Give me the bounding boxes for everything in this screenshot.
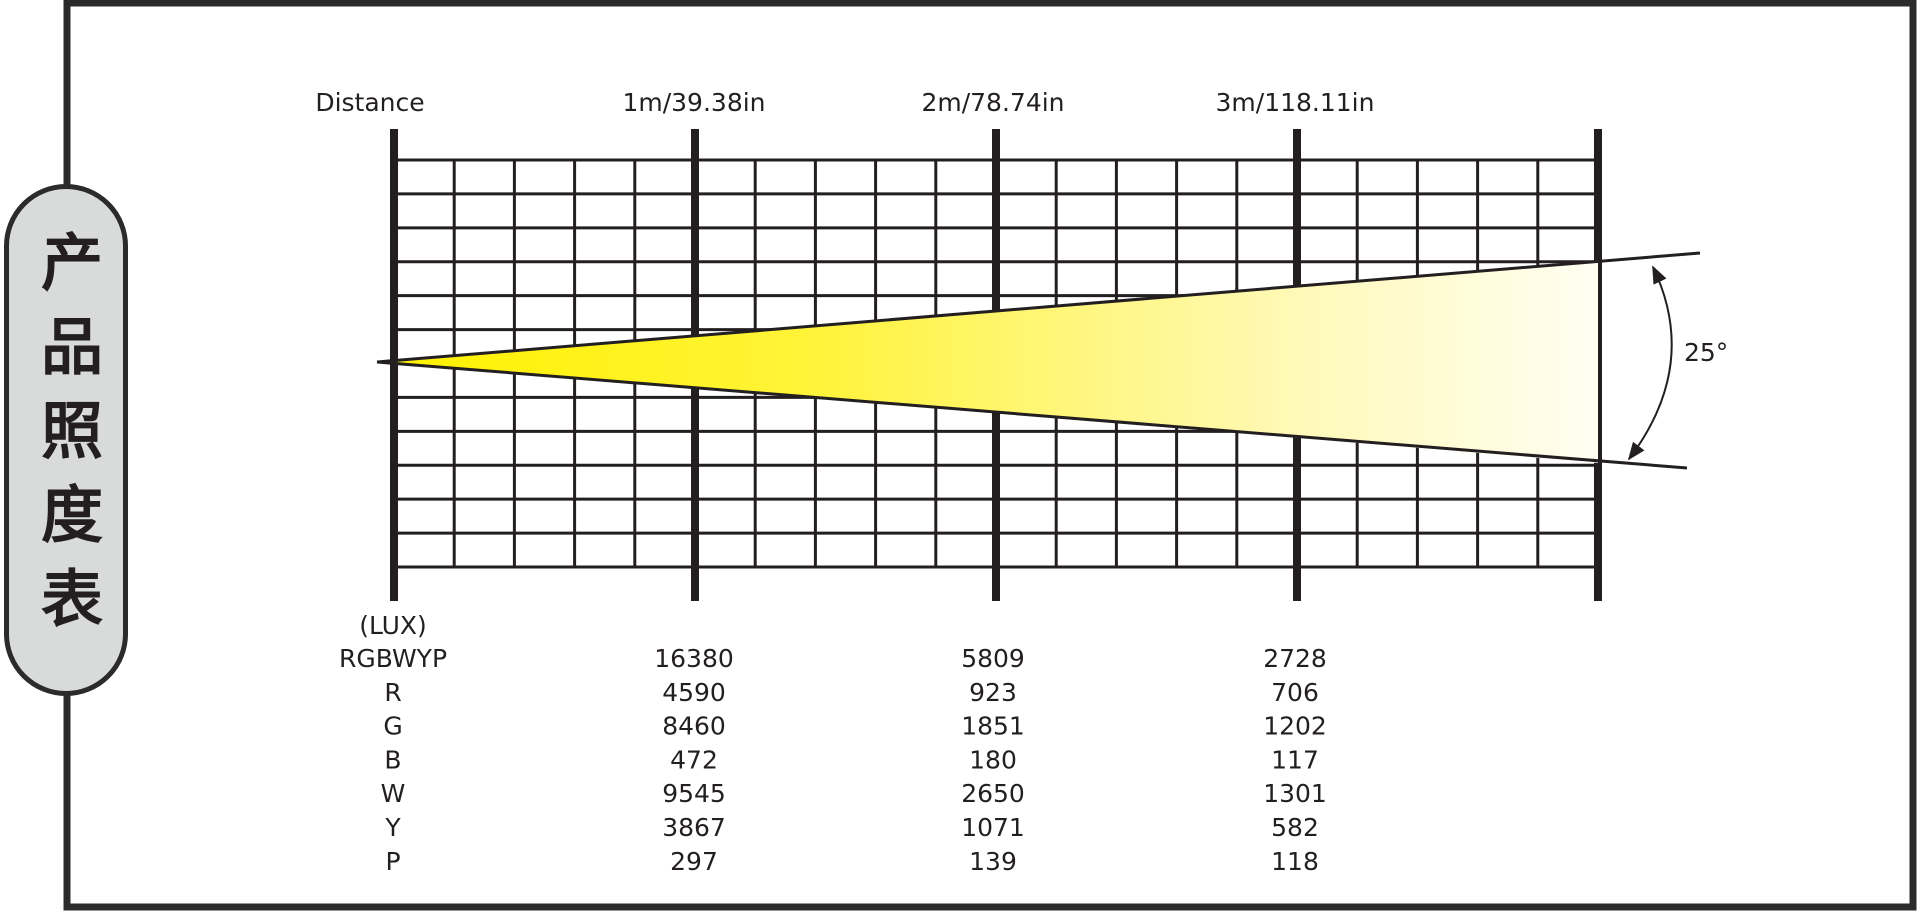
lux-value: 1301 — [1263, 779, 1327, 808]
lux-value: 1851 — [961, 712, 1025, 741]
lux-value: 1202 — [1263, 712, 1327, 741]
lux-value: 3867 — [662, 813, 726, 842]
lux-value: 4590 — [662, 678, 726, 707]
lux-value: 9545 — [662, 779, 726, 808]
side-label: 产品照度表 — [30, 230, 103, 650]
row-name: P — [385, 847, 400, 876]
lux-value: 118 — [1271, 847, 1319, 876]
side-badge: 产品照度表 — [4, 184, 128, 696]
lux-value: 582 — [1271, 813, 1319, 842]
distance-label: Distance — [315, 88, 424, 117]
lux-value: 2650 — [961, 779, 1025, 808]
lux-value: 1071 — [961, 813, 1025, 842]
lux-value: 923 — [969, 678, 1017, 707]
row-name: B — [384, 745, 401, 774]
beam-edge — [376, 360, 1688, 470]
angle-arc — [1627, 265, 1673, 461]
lux-value: 297 — [670, 847, 718, 876]
row-name: Y — [384, 813, 401, 842]
lux-value: 8460 — [662, 712, 726, 741]
distance-header: 1m/39.38in — [622, 88, 765, 117]
lux-value: 5809 — [961, 644, 1025, 673]
row-name: W — [381, 779, 406, 808]
lux-value: 472 — [670, 745, 718, 774]
labels: 1m/39.38in 2m/78.74in 3m/118.11in RGBWYP 163… — [339, 88, 1375, 876]
beam-edge — [376, 251, 1701, 364]
row-name: RGBWYP — [339, 644, 447, 673]
lux-value: 16380 — [654, 644, 734, 673]
beam — [394, 262, 1598, 463]
distance-header: 2m/78.74in — [921, 88, 1064, 117]
row-name: G — [383, 712, 402, 741]
row-name: R — [384, 678, 401, 707]
beam-angle: 25° — [1684, 338, 1728, 367]
lux-value: 139 — [969, 847, 1017, 876]
distance-header: 3m/118.11in — [1216, 88, 1375, 117]
unit-label: (LUX) — [359, 611, 427, 640]
lux-value: 180 — [969, 745, 1017, 774]
lux-value: 706 — [1271, 678, 1319, 707]
lux-value: 2728 — [1263, 644, 1327, 673]
lux-value: 117 — [1271, 745, 1319, 774]
